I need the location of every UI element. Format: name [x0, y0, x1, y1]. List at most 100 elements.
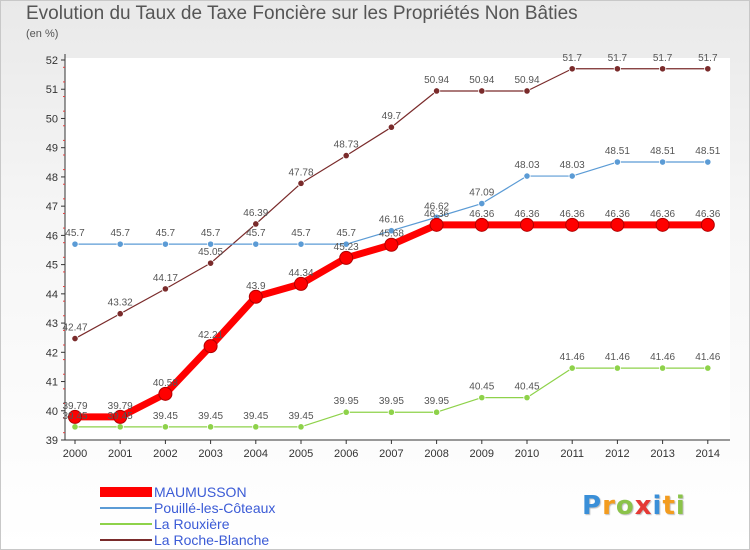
data-point	[342, 408, 350, 416]
data-label: 39.79	[108, 401, 133, 412]
data-point	[478, 199, 486, 208]
data-label: 48.03	[514, 160, 539, 171]
data-point	[387, 227, 395, 235]
data-point	[116, 240, 124, 248]
data-label: 48.51	[650, 146, 675, 157]
data-point	[429, 217, 444, 232]
data-label: 48.51	[605, 146, 630, 157]
x-tick-label: 2008	[424, 448, 448, 460]
data-label: 47.78	[288, 167, 313, 178]
y-tick-label: 46	[46, 230, 58, 242]
data-point	[387, 408, 395, 416]
data-label: 46.36	[514, 209, 539, 220]
data-label: 51.7	[608, 53, 628, 64]
data-label: 40.45	[514, 382, 539, 393]
x-tick-label: 2003	[198, 448, 222, 460]
logo-letter: i	[652, 491, 663, 521]
data-point	[520, 217, 534, 232]
data-label: 45.23	[334, 242, 359, 253]
data-label: 42.21	[198, 330, 223, 341]
data-point	[568, 172, 576, 180]
y-tick-label: 42	[46, 347, 58, 359]
data-label: 41.46	[560, 352, 585, 363]
data-label: 39.45	[153, 411, 178, 422]
data-label: 45.7	[291, 228, 311, 239]
legend-label: La Roche-Blanche	[154, 532, 270, 548]
data-label: 44.34	[288, 268, 313, 279]
data-label: 50.94	[514, 75, 539, 86]
data-label: 46.16	[379, 215, 404, 226]
x-tick-label: 2009	[470, 448, 494, 460]
data-point	[704, 65, 712, 73]
data-label: 46.36	[695, 209, 720, 220]
legend-label: Pouillé-les-Côteaux	[154, 500, 276, 516]
data-point	[297, 240, 305, 248]
data-point	[655, 217, 670, 232]
y-tick-label: 51	[46, 84, 58, 96]
data-point	[474, 217, 489, 232]
data-label: 39.95	[379, 396, 404, 407]
data-point	[432, 408, 441, 416]
data-label: 48.51	[695, 146, 720, 157]
y-tick-label: 52	[46, 55, 58, 67]
data-point	[71, 240, 79, 248]
data-label: 46.36	[650, 209, 675, 220]
data-label: 40.45	[469, 382, 494, 393]
proxiti-logo: Proxiti	[582, 491, 686, 521]
data-label: 43.9	[246, 281, 266, 292]
legend-label: La Rouxière	[154, 516, 230, 532]
y-tick-label: 50	[46, 113, 58, 125]
x-tick-label: 2013	[650, 448, 674, 460]
legend-swatch	[100, 523, 152, 525]
y-tick-label: 39	[46, 435, 58, 447]
x-tick-label: 2004	[244, 448, 268, 460]
data-point	[297, 179, 305, 187]
data-label: 51.7	[653, 53, 673, 64]
data-label: 45.7	[336, 228, 356, 239]
data-label: 39.45	[288, 411, 313, 422]
data-label: 39.45	[198, 411, 223, 422]
y-tick-label: 49	[46, 143, 58, 155]
legend-swatch	[100, 487, 152, 497]
data-point	[116, 310, 124, 318]
data-label: 46.62	[424, 201, 449, 212]
data-label: 39.45	[243, 411, 268, 422]
data-label: 51.7	[698, 53, 718, 64]
data-point	[248, 289, 263, 304]
data-point	[71, 334, 79, 343]
y-tick-label: 48	[46, 172, 58, 184]
data-point	[297, 423, 305, 431]
data-label: 42.47	[62, 323, 87, 334]
data-label: 43.32	[108, 298, 133, 309]
data-point	[523, 394, 531, 402]
x-tick-label: 2000	[63, 448, 87, 460]
x-tick-label: 2011	[560, 448, 584, 460]
data-label: 45.7	[201, 228, 221, 239]
data-point	[613, 65, 622, 73]
data-point	[207, 240, 215, 248]
data-label: 39.95	[334, 396, 359, 407]
logo-letter: r	[602, 491, 616, 521]
logo-letter: o	[615, 491, 635, 521]
data-point	[658, 158, 667, 166]
data-point	[207, 423, 215, 431]
data-point	[384, 237, 399, 252]
data-point	[613, 158, 622, 166]
data-point	[478, 87, 486, 95]
x-tick-label: 2010	[515, 448, 539, 460]
data-label: 45.68	[379, 229, 404, 240]
data-label: 49.7	[382, 111, 402, 122]
data-point	[342, 240, 350, 248]
data-label: 46.36	[560, 209, 585, 220]
data-label: 48.03	[560, 160, 585, 171]
data-point	[339, 250, 354, 265]
data-point	[113, 409, 128, 424]
data-point	[523, 87, 531, 95]
data-label: 39.95	[424, 396, 449, 407]
data-point	[161, 423, 169, 431]
data-label: 46.36	[469, 209, 494, 220]
data-label: 39.79	[62, 401, 87, 412]
data-point	[294, 276, 308, 291]
data-label: 45.7	[65, 228, 85, 239]
